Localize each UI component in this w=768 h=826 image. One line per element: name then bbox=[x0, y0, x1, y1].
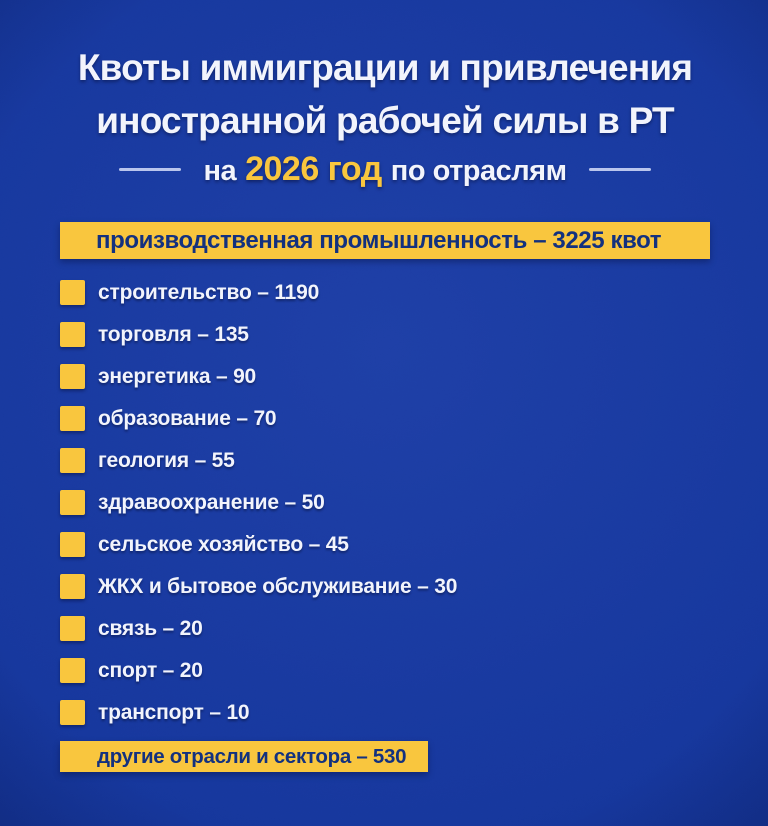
left-rule-line bbox=[119, 168, 182, 172]
list-item-label: сельское хозяйство – 45 bbox=[98, 532, 349, 556]
bullet-square-icon bbox=[60, 406, 85, 432]
bottom-category-bar: другие отрасли и сектора – 530 bbox=[60, 741, 429, 773]
bullet-square-icon bbox=[60, 658, 85, 684]
header: Квоты иммиграции и привлечения иностранн… bbox=[60, 42, 710, 189]
bullet-square-icon bbox=[60, 574, 85, 600]
list-item-label: строительство – 1190 bbox=[98, 280, 320, 304]
list-item: сельское хозяйство – 45 bbox=[60, 532, 710, 558]
list-item-label: энергетика – 90 bbox=[98, 364, 257, 388]
subtitle-suffix: по отраслям bbox=[390, 155, 567, 188]
bullet-square-icon bbox=[60, 280, 85, 306]
subtitle-text: на 2026 год по отраслям bbox=[203, 150, 567, 189]
bottom-category-bar-label: другие отрасли и сектора – 530 bbox=[97, 744, 407, 768]
page-title-line-2: иностранной рабочей силы в РТ bbox=[96, 99, 674, 141]
bullet-square-icon bbox=[60, 700, 85, 726]
list-item: строительство – 1190 bbox=[60, 280, 710, 306]
list-item-label: торговля – 135 bbox=[98, 322, 249, 346]
bullet-square-icon bbox=[60, 616, 85, 642]
top-category-bar-label: производственная промышленность – 3225 к… bbox=[96, 226, 662, 254]
subtitle-year-highlight: 2026 год bbox=[245, 150, 382, 189]
list-item: транспорт – 10 bbox=[60, 700, 710, 726]
page-title-line-1: Квоты иммиграции и привлечения bbox=[77, 47, 693, 88]
list-item: торговля – 135 bbox=[60, 322, 710, 348]
list-item: ЖКХ и бытовое обслуживание – 30 bbox=[60, 574, 710, 600]
list-item-label: геология – 55 bbox=[98, 448, 235, 472]
quota-list: строительство – 1190 торговля – 135 энер… bbox=[60, 280, 710, 726]
list-item: геология – 55 bbox=[60, 448, 710, 474]
list-item-label: транспорт – 10 bbox=[98, 700, 250, 724]
list-item-label: связь – 20 bbox=[98, 616, 203, 640]
bullet-square-icon bbox=[60, 532, 85, 558]
bullet-square-icon bbox=[60, 448, 85, 474]
list-item-label: здравоохранение – 50 bbox=[98, 490, 325, 514]
list-item-label: спорт – 20 bbox=[98, 658, 203, 682]
list-item: образование – 70 bbox=[60, 406, 710, 432]
list-item-label: образование – 70 bbox=[98, 406, 277, 430]
list-item: спорт – 20 bbox=[60, 658, 710, 684]
list-item: здравоохранение – 50 bbox=[60, 490, 710, 516]
bullet-square-icon bbox=[60, 364, 85, 390]
list-item: связь – 20 bbox=[60, 616, 710, 642]
bullet-square-icon bbox=[60, 322, 85, 348]
right-rule-line bbox=[588, 168, 651, 172]
list-item-label: ЖКХ и бытовое обслуживание – 30 bbox=[98, 574, 458, 598]
bullet-square-icon bbox=[60, 490, 85, 516]
top-category-bar: производственная промышленность – 3225 к… bbox=[60, 222, 710, 260]
subtitle-prefix: на bbox=[203, 155, 237, 188]
subtitle: на 2026 год по отраслям bbox=[60, 150, 710, 189]
list-item: энергетика – 90 bbox=[60, 364, 710, 390]
